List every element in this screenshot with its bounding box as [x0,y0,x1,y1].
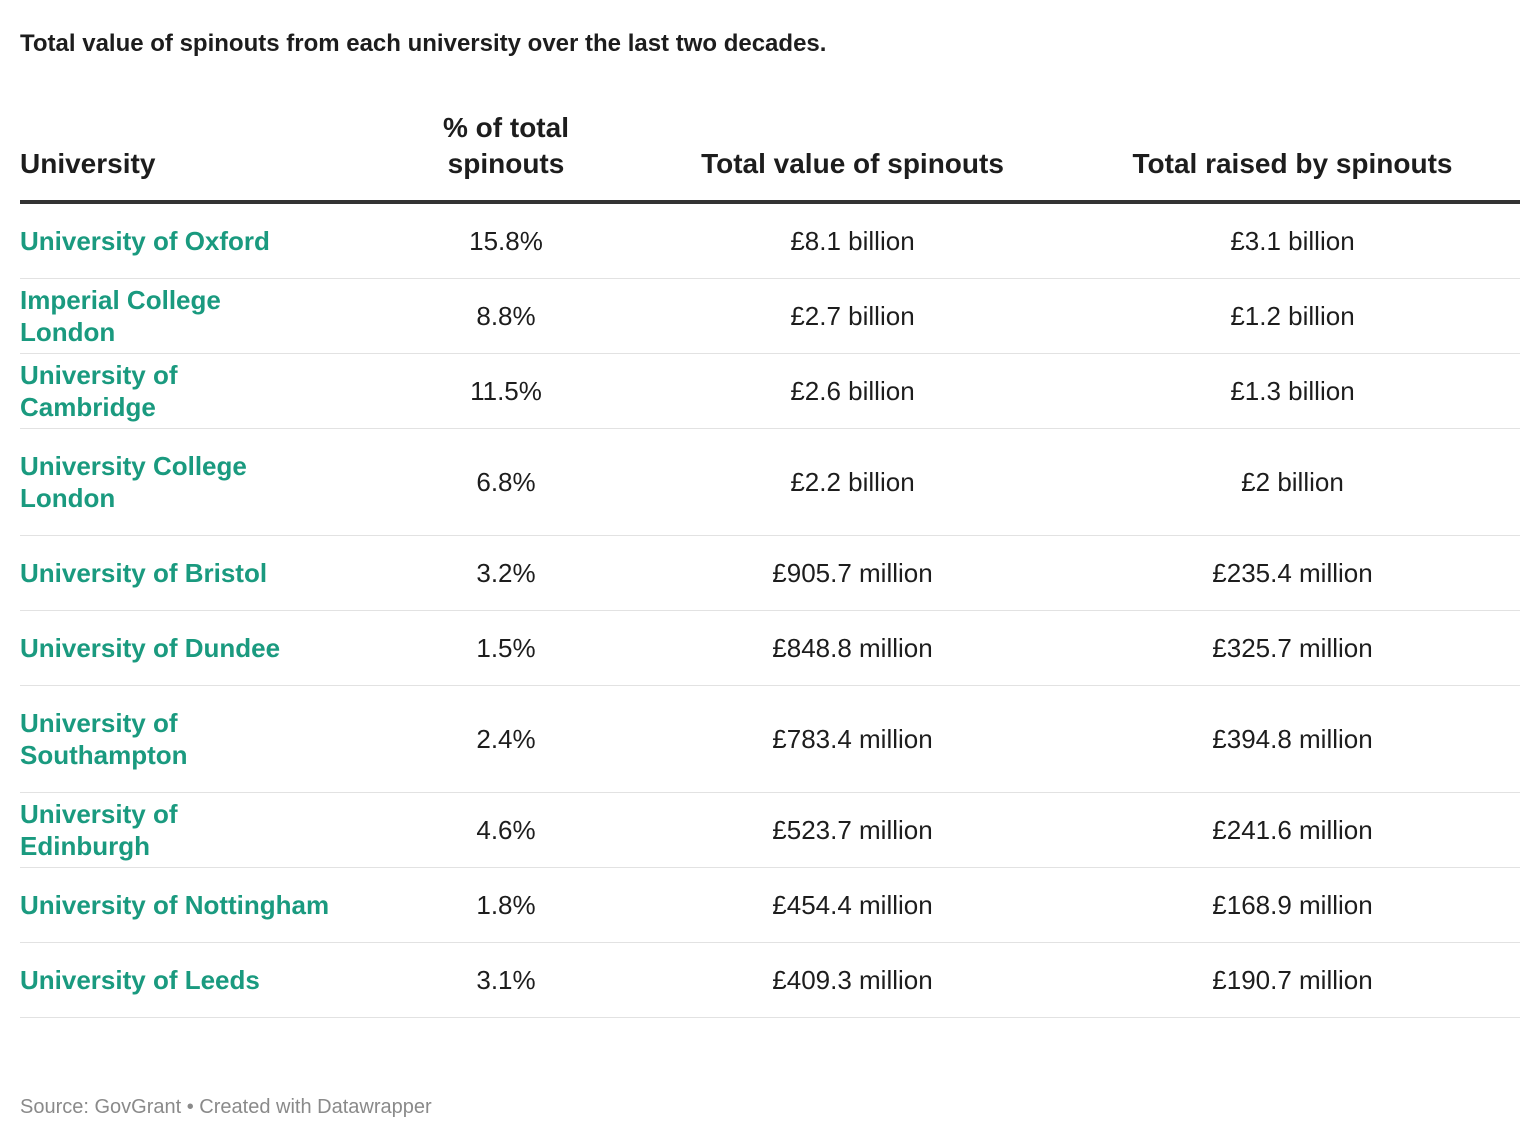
table-row: University of Leeds 3.1% £409.3 million … [20,942,1520,1018]
total-value: £848.8 million [640,610,1065,686]
total-raised: £1.2 billion [1065,278,1520,354]
table-row: University of Edinburgh 4.6% £523.7 mill… [20,792,1520,868]
table-row: University of Dundee 1.5% £848.8 million… [20,610,1520,686]
total-value: £409.3 million [640,942,1065,1018]
percent-of-spinouts: 3.2% [350,535,640,611]
total-raised: £235.4 million [1065,535,1520,611]
total-raised: £2 billion [1065,428,1520,536]
total-value: £2.2 billion [640,428,1065,536]
total-value: £2.6 billion [640,353,1065,429]
table-header-row: University % of total spinouts Total val… [20,110,1520,204]
chart-title: Total value of spinouts from each univer… [20,30,827,57]
university-name: University of Leeds [20,942,350,1018]
total-raised: £168.9 million [1065,867,1520,943]
percent-of-spinouts: 6.8% [350,428,640,536]
total-value: £783.4 million [640,685,1065,793]
university-name: University of Edinburgh [20,792,350,868]
total-raised: £394.8 million [1065,685,1520,793]
percent-of-spinouts: 8.8% [350,278,640,354]
percent-of-spinouts: 15.8% [350,202,640,279]
percent-of-spinouts: 11.5% [350,353,640,429]
total-raised: £325.7 million [1065,610,1520,686]
table-row: Imperial College London 8.8% £2.7 billio… [20,278,1520,354]
percent-of-spinouts: 3.1% [350,942,640,1018]
column-header-university: University [20,110,350,204]
university-name: University of Oxford [20,202,350,279]
total-raised: £241.6 million [1065,792,1520,868]
total-raised: £1.3 billion [1065,353,1520,429]
university-name: Imperial College London [20,278,350,354]
total-value: £905.7 million [640,535,1065,611]
source-credit: Source: GovGrant • Created with Datawrap… [20,1096,432,1118]
percent-of-spinouts: 1.5% [350,610,640,686]
university-name: University of Nottingham [20,867,350,943]
total-value: £454.4 million [640,867,1065,943]
column-header-percent-of-spinouts: % of total spinouts [350,110,640,204]
university-name: University of Dundee [20,610,350,686]
percent-of-spinouts: 2.4% [350,685,640,793]
table-row: University of Oxford 15.8% £8.1 billion … [20,202,1520,279]
university-name: University of Southampton [20,685,350,793]
total-raised: £3.1 billion [1065,202,1520,279]
total-value: £2.7 billion [640,278,1065,354]
university-name: University of Bristol [20,535,350,611]
table-row: University of Bristol 3.2% £905.7 millio… [20,535,1520,611]
table-row: University College London 6.8% £2.2 bill… [20,428,1520,536]
total-raised: £190.7 million [1065,942,1520,1018]
table-row: University of Southampton 2.4% £783.4 mi… [20,685,1520,793]
column-header-total-value: Total value of spinouts [640,110,1065,204]
table-row: University of Nottingham 1.8% £454.4 mil… [20,867,1520,943]
percent-of-spinouts: 1.8% [350,867,640,943]
university-name: University College London [20,428,350,536]
column-header-total-raised: Total raised by spinouts [1065,110,1520,204]
spinouts-table: University % of total spinouts Total val… [20,110,1520,1018]
percent-of-spinouts: 4.6% [350,792,640,868]
total-value: £8.1 billion [640,202,1065,279]
total-value: £523.7 million [640,792,1065,868]
university-name: University of Cambridge [20,353,350,429]
table-row: University of Cambridge 11.5% £2.6 billi… [20,353,1520,429]
